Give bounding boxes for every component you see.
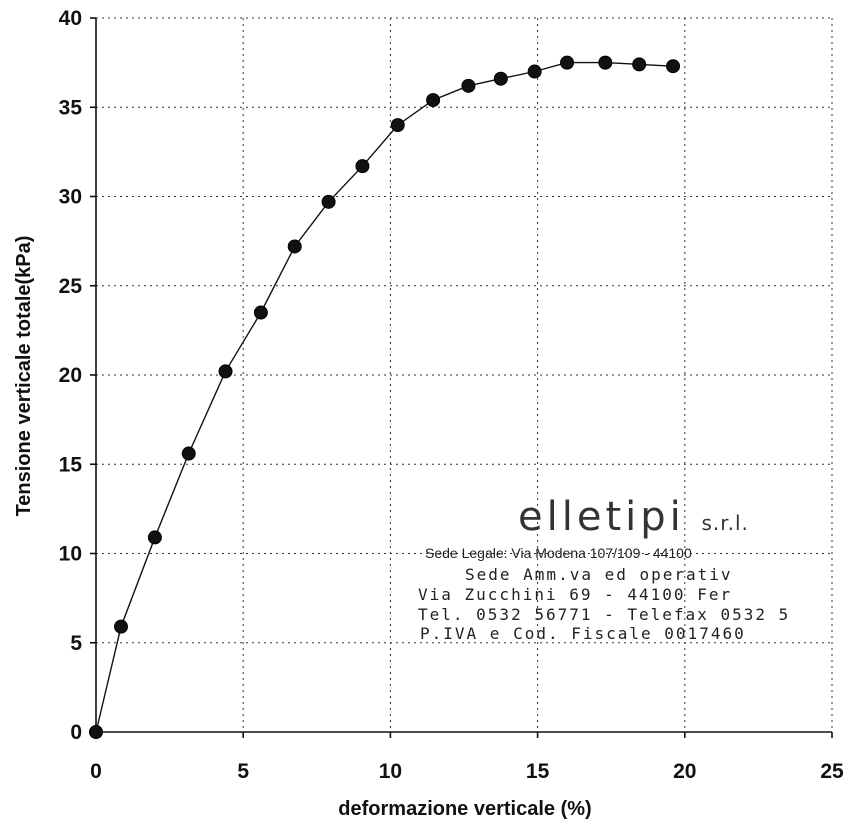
y-tick-label-4: 20 bbox=[59, 364, 82, 387]
data-point-9 bbox=[390, 118, 405, 133]
data-point-7 bbox=[321, 194, 336, 209]
x-tick-label-2: 10 bbox=[379, 760, 402, 783]
y-tick-label-0: 0 bbox=[70, 721, 82, 744]
x-tick-label-5: 25 bbox=[820, 760, 844, 783]
stamp-line-2: Sede Amm.va ed operativ bbox=[465, 565, 733, 584]
data-point-10 bbox=[426, 93, 441, 108]
stamp-brand: elletipi s.r.l. bbox=[518, 494, 749, 540]
data-point-1 bbox=[114, 619, 129, 634]
data-point-11 bbox=[461, 78, 476, 93]
data-point-3 bbox=[181, 446, 196, 461]
data-point-8 bbox=[355, 159, 370, 174]
grid bbox=[96, 17, 833, 732]
data-point-0 bbox=[89, 725, 103, 739]
y-tick-label-7: 35 bbox=[59, 96, 83, 119]
y-axis-title: Tensione verticale totale(kPa) bbox=[13, 236, 35, 517]
data-points bbox=[89, 55, 681, 739]
y-tick-label-5: 25 bbox=[59, 275, 83, 298]
stamp-line-1: Sede Legale: Via Modena 107/109 - 44100 bbox=[425, 545, 692, 561]
x-axis-title: deformazione verticale (%) bbox=[338, 798, 591, 820]
data-point-2 bbox=[147, 530, 162, 545]
stamp-line-3: Via Zucchini 69 - 44100 Fer bbox=[418, 585, 733, 604]
data-point-12 bbox=[493, 71, 508, 86]
data-point-13 bbox=[527, 64, 542, 79]
y-tick-label-2: 10 bbox=[59, 543, 82, 566]
axes bbox=[90, 17, 833, 738]
tick-labels: 0 5 10 15 20 25 0 5 10 15 20 25 30 35 40 bbox=[59, 7, 844, 783]
stamp-line-4: Tel. 0532 56771 - Telefax 0532 5 bbox=[418, 605, 791, 624]
data-point-15 bbox=[598, 55, 613, 70]
x-tick-label-1: 5 bbox=[237, 760, 249, 783]
y-tick-label-3: 15 bbox=[59, 453, 83, 476]
x-tick-label-4: 20 bbox=[673, 760, 696, 783]
data-point-16 bbox=[632, 57, 647, 72]
data-point-4 bbox=[218, 364, 233, 379]
y-tick-label-1: 5 bbox=[70, 632, 82, 655]
data-point-14 bbox=[560, 55, 575, 70]
data-point-5 bbox=[253, 305, 268, 320]
y-tick-label-8: 40 bbox=[59, 7, 82, 30]
x-tick-label-3: 15 bbox=[526, 760, 550, 783]
stamp-line-5: P.IVA e Cod. Fiscale 0017460 bbox=[420, 624, 746, 643]
data-point-6 bbox=[287, 239, 302, 254]
y-tick-label-6: 30 bbox=[59, 186, 82, 209]
x-tick-label-0: 0 bbox=[90, 760, 102, 783]
stamp-brand-suffix: s.r.l. bbox=[701, 511, 749, 535]
data-point-17 bbox=[666, 59, 681, 74]
stamp-brand-name: elletipi bbox=[518, 494, 685, 540]
